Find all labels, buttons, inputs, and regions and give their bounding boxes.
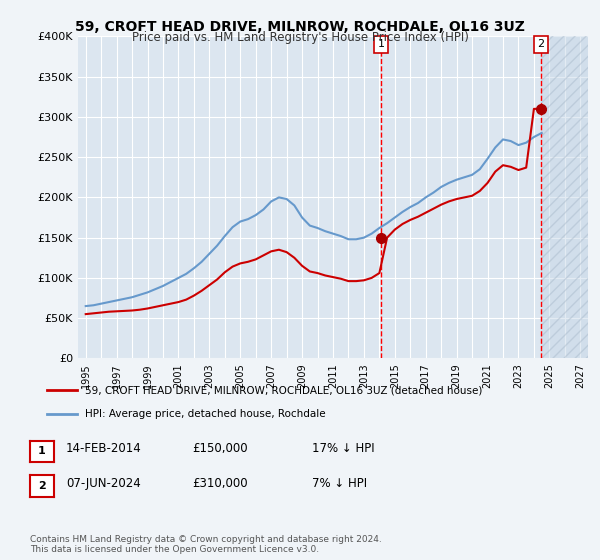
Text: Contains HM Land Registry data © Crown copyright and database right 2024.
This d: Contains HM Land Registry data © Crown c… [30, 535, 382, 554]
Text: 17% ↓ HPI: 17% ↓ HPI [312, 442, 374, 455]
Text: 1: 1 [378, 39, 385, 49]
Text: Price paid vs. HM Land Registry's House Price Index (HPI): Price paid vs. HM Land Registry's House … [131, 31, 469, 44]
Text: £310,000: £310,000 [192, 477, 248, 490]
Text: 1: 1 [38, 446, 46, 456]
Text: 2: 2 [38, 481, 46, 491]
Text: 14-FEB-2014: 14-FEB-2014 [66, 442, 142, 455]
Text: 59, CROFT HEAD DRIVE, MILNROW, ROCHDALE, OL16 3UZ (detached house): 59, CROFT HEAD DRIVE, MILNROW, ROCHDALE,… [85, 385, 482, 395]
Text: £150,000: £150,000 [192, 442, 248, 455]
Text: 59, CROFT HEAD DRIVE, MILNROW, ROCHDALE, OL16 3UZ: 59, CROFT HEAD DRIVE, MILNROW, ROCHDALE,… [75, 20, 525, 34]
Text: 2: 2 [537, 39, 544, 49]
Text: 7% ↓ HPI: 7% ↓ HPI [312, 477, 367, 490]
Text: 07-JUN-2024: 07-JUN-2024 [66, 477, 141, 490]
Text: HPI: Average price, detached house, Rochdale: HPI: Average price, detached house, Roch… [85, 408, 326, 418]
